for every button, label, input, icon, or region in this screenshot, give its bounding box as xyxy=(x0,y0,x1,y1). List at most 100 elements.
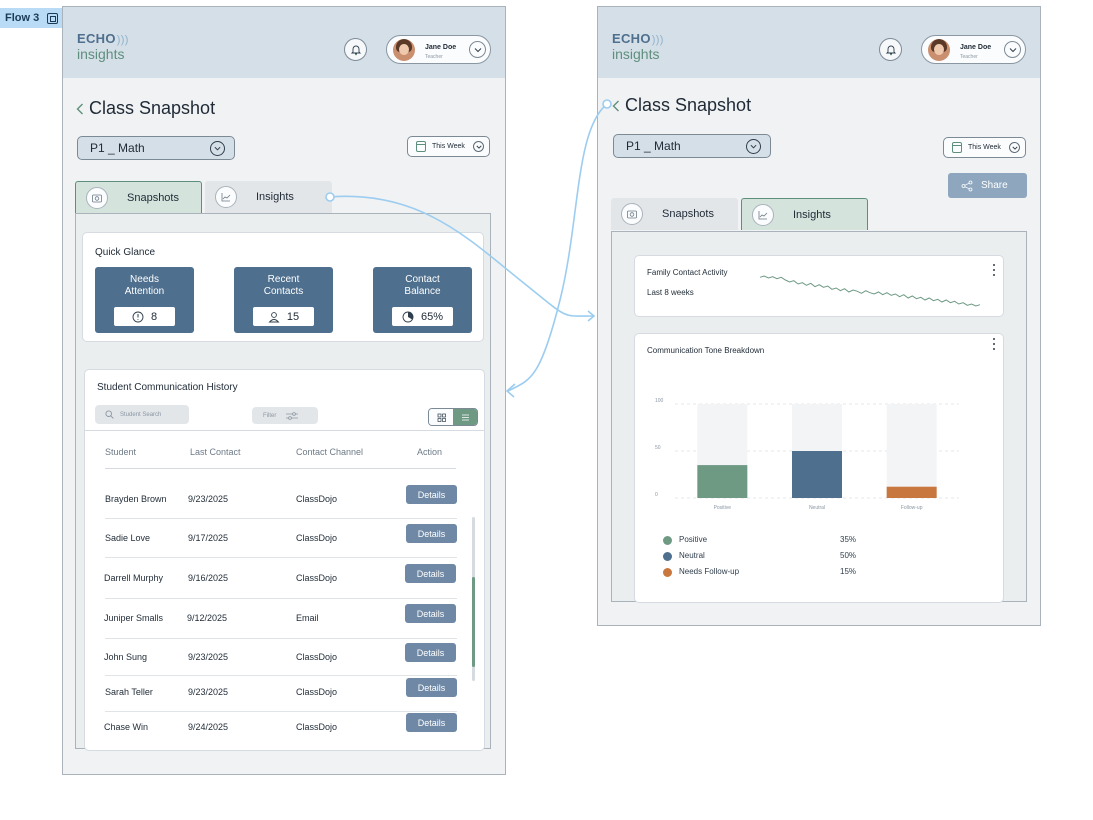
bar-follow-up xyxy=(886,486,937,498)
legend-swatch xyxy=(663,536,672,545)
stat-needs-attention[interactable]: Needs Attention 8 xyxy=(95,267,194,333)
sliders-icon xyxy=(286,411,299,420)
tab-insights[interactable]: Insights xyxy=(741,198,868,230)
chevron-down-icon xyxy=(1011,146,1018,150)
history-title: Student Communication History xyxy=(97,382,238,393)
student-search-input[interactable]: Student Search xyxy=(95,405,189,424)
page-title: Class Snapshot xyxy=(625,95,752,115)
quick-glance-title: Quick Glance xyxy=(95,247,156,258)
legend-value: 50% xyxy=(840,551,857,560)
sparkline-chart xyxy=(759,275,981,307)
stat-value: 15 xyxy=(286,310,300,323)
more-icon[interactable] xyxy=(992,264,996,276)
chevron-down-icon xyxy=(214,146,221,151)
user-menu[interactable]: Jane Doe Teacher xyxy=(921,35,1026,64)
contact-channel: ClassDojo xyxy=(296,722,338,732)
chevron-down-icon xyxy=(475,145,482,149)
avatar xyxy=(928,39,950,61)
tone-breakdown-title: Communication Tone Breakdown xyxy=(647,346,765,355)
divider xyxy=(105,598,457,599)
x-tick-label: Positive xyxy=(714,505,732,511)
flow-label: Flow 3 xyxy=(5,12,40,24)
details-button[interactable]: Details xyxy=(406,524,457,543)
contact-channel: ClassDojo xyxy=(296,494,338,504)
legend-swatch xyxy=(663,568,672,577)
snapshots-screen: ECHO))) insights Jane Doe Teacher Class … xyxy=(62,6,506,775)
user-menu-chevron[interactable] xyxy=(469,41,486,58)
col-action: Action xyxy=(417,447,443,457)
legend-label: Neutral xyxy=(679,551,705,560)
share-button[interactable]: Share xyxy=(948,173,1027,198)
user-menu-chevron[interactable] xyxy=(1004,41,1021,58)
filter-label: Filter xyxy=(263,412,277,419)
legend-value: 15% xyxy=(840,567,857,576)
y-tick-label: 100 xyxy=(655,398,664,404)
x-tick-label: Follow-up xyxy=(901,505,923,511)
tone-breakdown-card: Communication Tone Breakdown 0 50 100 Posit… xyxy=(634,333,1004,603)
x-tick-label: Neutral xyxy=(809,505,825,511)
tab-snapshots[interactable]: Snapshots xyxy=(75,181,202,213)
connector-arrowhead xyxy=(587,310,596,322)
stat-label: Contacts xyxy=(263,286,304,297)
pie-icon xyxy=(402,311,414,322)
insights-screen: ECHO))) insights Jane Doe Teacher Class … xyxy=(597,6,1041,626)
week-select[interactable]: This Week xyxy=(407,136,490,157)
grid-view-button[interactable] xyxy=(429,409,453,425)
last-contact: 9/17/2025 xyxy=(188,533,229,543)
student-name: Darrell Murphy xyxy=(104,573,164,583)
family-contact-subtitle: Last 8 weeks xyxy=(647,288,694,297)
contact-channel: ClassDojo xyxy=(296,533,338,543)
notification-button[interactable] xyxy=(879,38,902,61)
last-contact: 9/23/2025 xyxy=(188,652,229,662)
divider xyxy=(105,557,457,558)
stat-label: Needs xyxy=(130,274,159,285)
search-placeholder: Student Search xyxy=(120,411,162,418)
back-chevron-icon[interactable] xyxy=(612,100,620,112)
col-student: Student xyxy=(105,447,137,457)
details-button[interactable]: Details xyxy=(406,485,457,504)
details-button[interactable]: Details xyxy=(406,678,457,697)
col-contact-channel: Contact Channel xyxy=(296,447,364,457)
class-select-value: P1 _ Math xyxy=(90,141,145,155)
more-icon[interactable] xyxy=(992,338,996,350)
logo: ECHO))) insights xyxy=(77,32,129,61)
student-name: Sarah Teller xyxy=(105,687,153,697)
details-button[interactable]: Details xyxy=(406,713,457,732)
snapshots-panel: Quick Glance Needs Attention 8 Recent Cont… xyxy=(75,213,491,751)
class-select[interactable]: P1 _ Math xyxy=(77,136,235,160)
student-name: John Sung xyxy=(104,652,148,662)
scrollbar-thumb[interactable] xyxy=(472,577,475,667)
list-view-button[interactable] xyxy=(453,409,477,425)
class-select[interactable]: P1 _ Math xyxy=(613,134,771,158)
notification-button[interactable] xyxy=(344,38,367,61)
details-button[interactable]: Details xyxy=(405,604,456,623)
view-toggle xyxy=(428,408,478,426)
tab-label: Snapshots xyxy=(127,192,179,204)
tab-snapshots[interactable]: Snapshots xyxy=(611,198,738,230)
share-icon xyxy=(961,180,973,191)
user-name: Jane Doe xyxy=(960,44,992,51)
last-contact: 9/23/2025 xyxy=(188,687,229,697)
back-chevron-icon[interactable] xyxy=(76,103,84,115)
user-menu[interactable]: Jane Doe Teacher xyxy=(386,35,491,64)
stat-recent-contacts[interactable]: Recent Contacts 15 xyxy=(234,267,333,333)
student-name: Sadie Love xyxy=(105,533,151,543)
week-select[interactable]: This Week xyxy=(943,137,1026,158)
details-button[interactable]: Details xyxy=(405,564,456,583)
filter-button[interactable]: Filter xyxy=(252,407,318,424)
class-select-value: P1 _ Math xyxy=(626,139,681,153)
week-select-value: This Week xyxy=(968,144,1001,151)
tab-insights[interactable]: Insights xyxy=(205,181,332,213)
alert-circle-icon xyxy=(132,311,144,322)
week-select-value: This Week xyxy=(432,143,465,150)
divider xyxy=(105,675,457,676)
stat-label: Attention xyxy=(124,286,165,297)
camera-icon xyxy=(627,210,637,219)
stat-value: 8 xyxy=(150,310,158,323)
line-chart-icon xyxy=(758,211,768,220)
details-button[interactable]: Details xyxy=(405,643,456,662)
search-icon xyxy=(105,410,114,419)
stat-contact-balance[interactable]: Contact Balance 65% xyxy=(373,267,472,333)
scrollbar[interactable] xyxy=(472,517,475,681)
chevron-down-icon xyxy=(750,144,757,149)
